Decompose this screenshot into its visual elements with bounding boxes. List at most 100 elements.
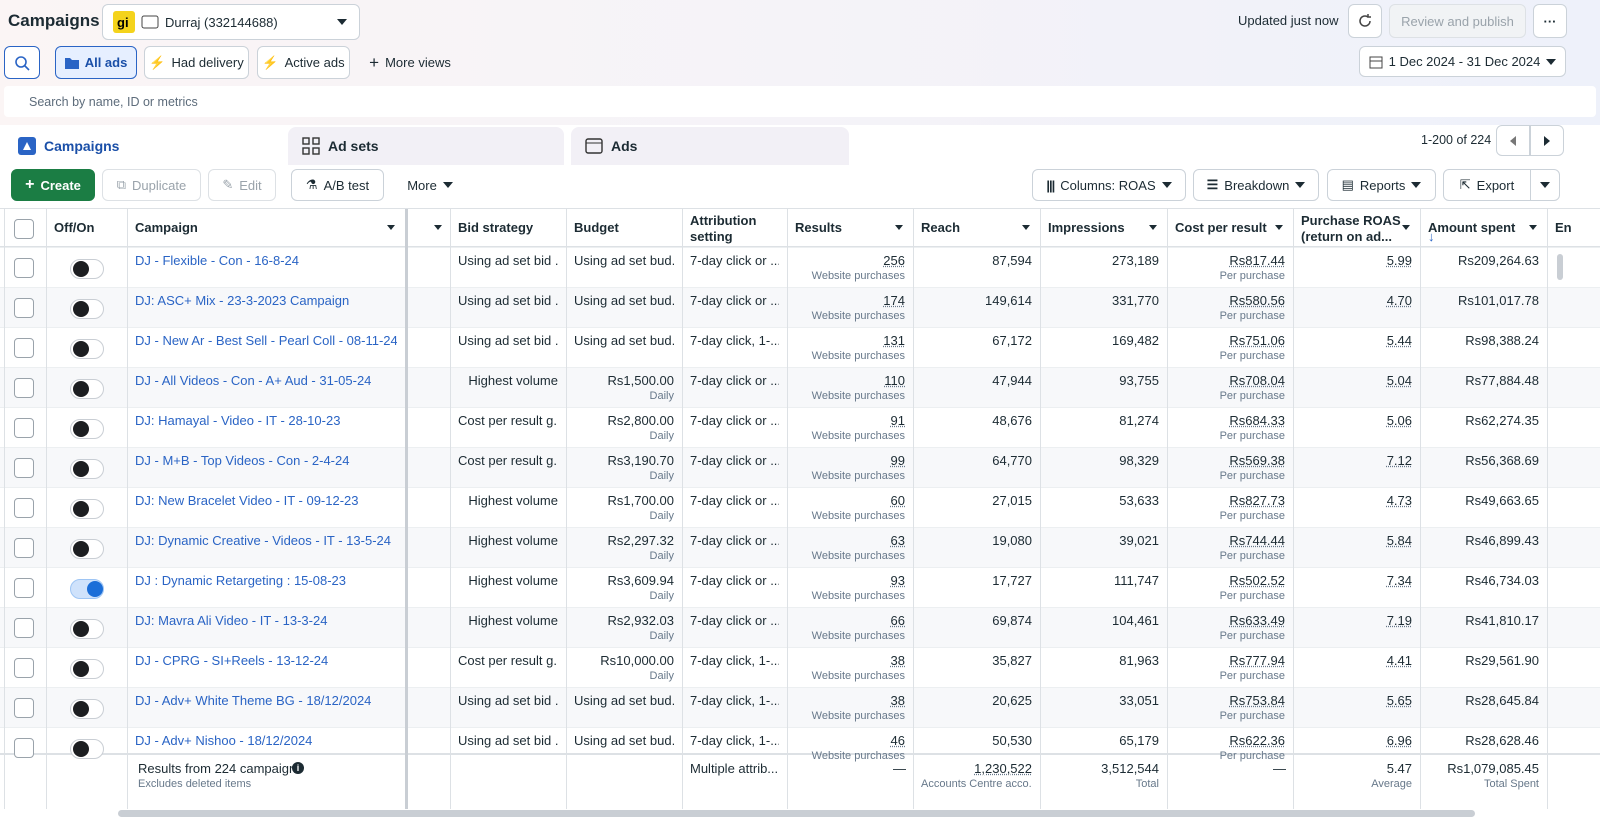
export-button[interactable]: ⇱ Export: [1443, 169, 1531, 201]
column-header[interactable]: En: [1555, 220, 1572, 235]
tab[interactable]: Ads: [571, 127, 849, 165]
campaign-link[interactable]: DJ - Adv+ White Theme BG - 18/12/2024: [135, 693, 372, 708]
sort-caret[interactable]: [387, 225, 395, 230]
sort-caret[interactable]: [1529, 225, 1537, 230]
row-checkbox[interactable]: [14, 578, 34, 598]
cell-value: Highest volume: [468, 373, 558, 388]
row-checkbox[interactable]: [14, 378, 34, 398]
sort-caret[interactable]: [1022, 225, 1030, 230]
row-checkbox[interactable]: [14, 618, 34, 638]
prev-page[interactable]: [1496, 125, 1530, 156]
sort-caret[interactable]: [1402, 225, 1410, 230]
reports-button[interactable]: ▤ Reports: [1327, 169, 1436, 201]
row-checkbox[interactable]: [14, 498, 34, 518]
toggle[interactable]: [70, 699, 104, 719]
campaign-link[interactable]: DJ: Hamayal - Video - IT - 28-10-23: [135, 413, 341, 428]
campaign-link[interactable]: DJ: ASC+ Mix - 23-3-2023 Campaign: [135, 293, 350, 308]
toggle[interactable]: [70, 419, 104, 439]
cell-value: 331,770: [1112, 293, 1159, 308]
toggle[interactable]: [70, 539, 104, 559]
column-header[interactable]: Amount spent: [1428, 220, 1516, 235]
column-divider: [1547, 209, 1548, 809]
column-header[interactable]: Bid strategy: [458, 220, 534, 235]
row-checkbox[interactable]: [14, 538, 34, 558]
search-input[interactable]: Search by name, ID or metrics: [4, 86, 1596, 117]
row-checkbox[interactable]: [14, 458, 34, 478]
row-checkbox[interactable]: [14, 738, 34, 758]
campaign-link[interactable]: DJ - CPRG - SI+Reels - 13-12-24: [135, 653, 329, 668]
sort-caret[interactable]: [434, 225, 442, 230]
create-button[interactable]: + Create: [11, 169, 95, 201]
column-divider: [450, 209, 451, 809]
row-checkbox[interactable]: [14, 418, 34, 438]
column-header[interactable]: Reach: [921, 220, 961, 235]
row-checkbox[interactable]: [14, 298, 34, 318]
refresh-button[interactable]: [1348, 4, 1382, 38]
column-header[interactable]: Purchase ROAS (return on ad...: [1301, 213, 1401, 244]
campaign-link[interactable]: DJ: New Bracelet Video - IT - 09-12-23: [135, 493, 359, 508]
sort-caret[interactable]: [1149, 225, 1157, 230]
columns-button[interactable]: ||| Columns: ROAS: [1032, 169, 1186, 201]
toggle[interactable]: [70, 499, 104, 519]
column-header[interactable]: Budget: [574, 220, 619, 235]
scrollbar[interactable]: [118, 810, 1475, 817]
view-tab[interactable]: ⚡ Had delivery: [144, 46, 249, 79]
ab-test-button[interactable]: ⚗ A/B test: [291, 169, 384, 201]
tab[interactable]: Ad sets: [288, 127, 564, 165]
toggle[interactable]: [70, 259, 104, 279]
row-checkbox[interactable]: [14, 698, 34, 718]
column-header[interactable]: Off/On: [54, 220, 95, 235]
next-page[interactable]: [1530, 125, 1564, 156]
search-button[interactable]: [4, 46, 40, 79]
row-checkbox[interactable]: [14, 258, 34, 278]
toggle[interactable]: [70, 659, 104, 679]
review-publish-button[interactable]: Review and publish: [1389, 4, 1526, 38]
campaign-link[interactable]: DJ - Flexible - Con - 16-8-24: [135, 253, 299, 268]
campaign-link[interactable]: DJ - New Ar - Best Sell - Pearl Coll - 0…: [135, 333, 397, 348]
select-all[interactable]: [14, 219, 34, 239]
account-selector[interactable]: gi Durraj (332144688): [102, 4, 360, 40]
cell-value: Using ad set bud...: [574, 253, 674, 268]
row-checkbox[interactable]: [14, 338, 34, 358]
cell-unit: Website purchases: [811, 510, 905, 522]
toggle[interactable]: [70, 459, 104, 479]
more-actions[interactable]: More: [396, 169, 464, 201]
cell-value: Rs41,810.17: [1465, 613, 1539, 628]
cell-value: 5.04: [1386, 373, 1412, 388]
tab[interactable]: Campaigns: [4, 127, 281, 165]
column-header[interactable]: Results: [795, 220, 842, 235]
row-checkbox[interactable]: [14, 658, 34, 678]
column-divider: [682, 209, 683, 809]
toggle[interactable]: [70, 739, 104, 759]
sort-caret[interactable]: [895, 225, 903, 230]
edit-button[interactable]: ✎ Edit: [208, 169, 276, 201]
toggle[interactable]: [70, 619, 104, 639]
date-picker[interactable]: 1 Dec 2024 - 31 Dec 2024: [1359, 46, 1566, 77]
column-divider: [1420, 209, 1421, 809]
column-header[interactable]: Attribution setting: [690, 213, 757, 244]
cell-value: Rs77,884.48: [1465, 373, 1539, 388]
view-tab[interactable]: All ads: [55, 46, 137, 79]
more-button[interactable]: ···: [1533, 4, 1567, 38]
toggle-knob: [73, 341, 89, 357]
v-scrollbar[interactable]: [1557, 254, 1563, 280]
campaign-link[interactable]: DJ: Dynamic Creative - Videos - IT - 13-…: [135, 533, 391, 548]
toggle[interactable]: [70, 379, 104, 399]
more-views[interactable]: + More views: [369, 52, 451, 72]
sort-caret[interactable]: [1275, 225, 1283, 230]
export-menu[interactable]: [1530, 169, 1560, 201]
campaign-link[interactable]: DJ - Adv+ Nishoo - 18/12/2024: [135, 733, 313, 748]
campaign-link[interactable]: DJ - All Videos - Con - A+ Aud - 31-05-2…: [135, 373, 372, 388]
view-tab[interactable]: ⚡ Active ads: [257, 46, 350, 79]
column-header[interactable]: Cost per result: [1175, 220, 1267, 235]
campaign-link[interactable]: DJ : Dynamic Retargeting : 15-08-23: [135, 573, 346, 588]
toggle[interactable]: [70, 299, 104, 319]
column-header[interactable]: Campaign: [135, 220, 198, 235]
campaign-link[interactable]: DJ: Mavra Ali Video - IT - 13-3-24: [135, 613, 328, 628]
column-header[interactable]: Impressions: [1048, 220, 1125, 235]
campaign-link[interactable]: DJ - M+B - Top Videos - Con - 2-4-24: [135, 453, 350, 468]
breakdown-button[interactable]: ☰ Breakdown: [1193, 169, 1319, 201]
toggle[interactable]: [70, 339, 104, 359]
toggle[interactable]: [70, 579, 104, 599]
duplicate-button[interactable]: ⧉ Duplicate: [102, 169, 201, 201]
